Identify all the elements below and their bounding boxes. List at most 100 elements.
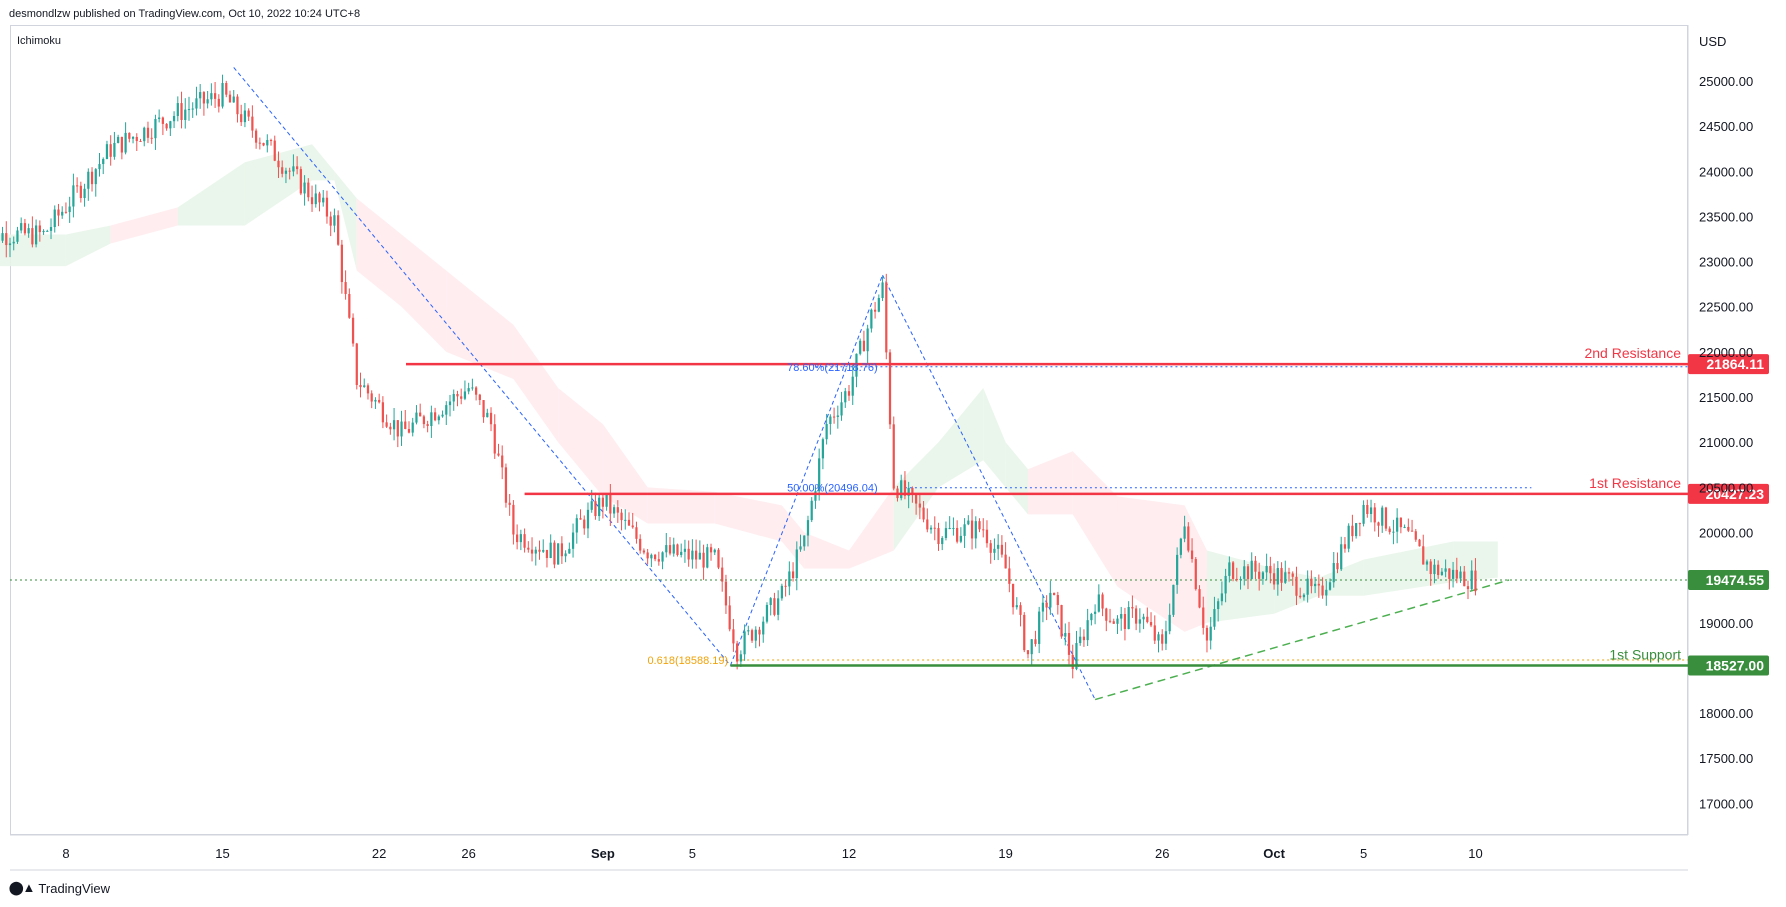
time-tick-label: 12 [842, 846, 856, 861]
candle-body [1336, 563, 1339, 570]
candle-body [1295, 576, 1298, 596]
footer-brand[interactable]: ⬤▲ TradingView [9, 880, 110, 896]
footer-brand-label: TradingView [38, 880, 110, 896]
candle-body [937, 528, 940, 545]
candle-body [53, 209, 56, 228]
candle-body [1306, 578, 1309, 595]
candle-body [799, 546, 802, 550]
candle-body [154, 119, 157, 139]
candle-body [691, 550, 694, 560]
indicator-label[interactable]: Ichimoku [17, 35, 62, 47]
candle-body [519, 534, 522, 543]
candle-body [1038, 611, 1041, 644]
candle-body [474, 387, 478, 395]
candle-body [102, 158, 105, 165]
time-tick-label: 15 [215, 846, 229, 861]
candle-body [777, 598, 780, 615]
candle-body [989, 543, 992, 553]
ichimoku-cloud-segment [781, 505, 805, 569]
candle-body [385, 422, 388, 427]
candle-body [1362, 504, 1365, 524]
candle-body [888, 352, 892, 425]
candle-body [1231, 562, 1235, 579]
candle-body [676, 544, 679, 555]
candle-body [1049, 592, 1052, 608]
trendline [729, 274, 884, 666]
candle-body [325, 197, 329, 217]
candle-body [456, 394, 459, 397]
candle-body [1418, 539, 1421, 547]
ichimoku-cloud-segment [177, 162, 245, 226]
time-tick-label: Sep [591, 846, 615, 861]
candle-body [803, 535, 806, 547]
time-tick-label: 26 [1155, 846, 1169, 861]
candle-body [422, 416, 426, 425]
candle-body [661, 552, 664, 562]
price-tick-label: 21000.00 [1699, 435, 1753, 450]
candle-body [985, 529, 989, 544]
candle-body [1194, 559, 1197, 590]
time-tick-label: 22 [372, 846, 386, 861]
candle-body [437, 416, 440, 421]
candle-body [143, 127, 146, 142]
candle-body [1302, 594, 1306, 598]
candle-body [113, 142, 116, 157]
candle-body [187, 109, 191, 111]
candle-body [296, 166, 299, 170]
price-tick-label: 23500.00 [1699, 209, 1753, 224]
price-tick-label: 25000.00 [1699, 74, 1753, 89]
candle-body [1131, 606, 1134, 609]
candle-body [344, 282, 347, 295]
ichimoku-cloud-segment [983, 388, 1006, 488]
candle-body [758, 629, 761, 635]
candle-body [1403, 526, 1406, 528]
candle-body [1179, 538, 1182, 555]
candle-body [303, 182, 306, 194]
candle-body [310, 197, 314, 205]
candle-body [545, 549, 549, 559]
candle-body [1011, 583, 1015, 608]
1st-support-price-tag [1688, 655, 1769, 676]
candle-body [1313, 583, 1317, 587]
candle-body [657, 559, 660, 562]
candle-body [1176, 554, 1179, 585]
candle-body [333, 215, 336, 226]
candle-body [609, 494, 612, 514]
candle-body [1082, 636, 1086, 641]
time-tick-label: 5 [689, 846, 696, 861]
ichimoku-cloud-segment [804, 532, 849, 569]
candle-body [247, 110, 250, 117]
candle-body [791, 571, 795, 579]
candle-body [389, 426, 392, 430]
candle-body [1399, 517, 1402, 528]
ichimoku-cloud-segment [1027, 451, 1073, 515]
ichimoku-cloud-segment [1363, 541, 1454, 596]
candle-body [1064, 633, 1067, 637]
candle-body [448, 401, 452, 406]
candle-body [240, 114, 243, 123]
candle-body [736, 643, 739, 662]
candle-body [575, 518, 578, 533]
candle-body [79, 185, 82, 199]
candle-body [1392, 531, 1395, 533]
candle-body [83, 188, 86, 199]
candle-body [948, 527, 951, 529]
trendline [882, 274, 1096, 700]
ichimoku-cloud-segment [356, 198, 402, 307]
candle-body [31, 228, 34, 245]
candle-body [460, 396, 463, 399]
candle-body [124, 132, 127, 153]
candle-body [1224, 575, 1227, 594]
candle-body [579, 518, 582, 520]
candle-body [963, 524, 966, 536]
candle-body [1239, 578, 1242, 580]
candle-body [1097, 594, 1100, 612]
trendline [1094, 579, 1510, 701]
candle-body [1127, 606, 1130, 630]
candle-body [117, 136, 120, 143]
candle-body [463, 391, 467, 399]
candle-body [922, 507, 925, 520]
candle-body [1101, 594, 1104, 609]
candle-body [795, 549, 798, 579]
